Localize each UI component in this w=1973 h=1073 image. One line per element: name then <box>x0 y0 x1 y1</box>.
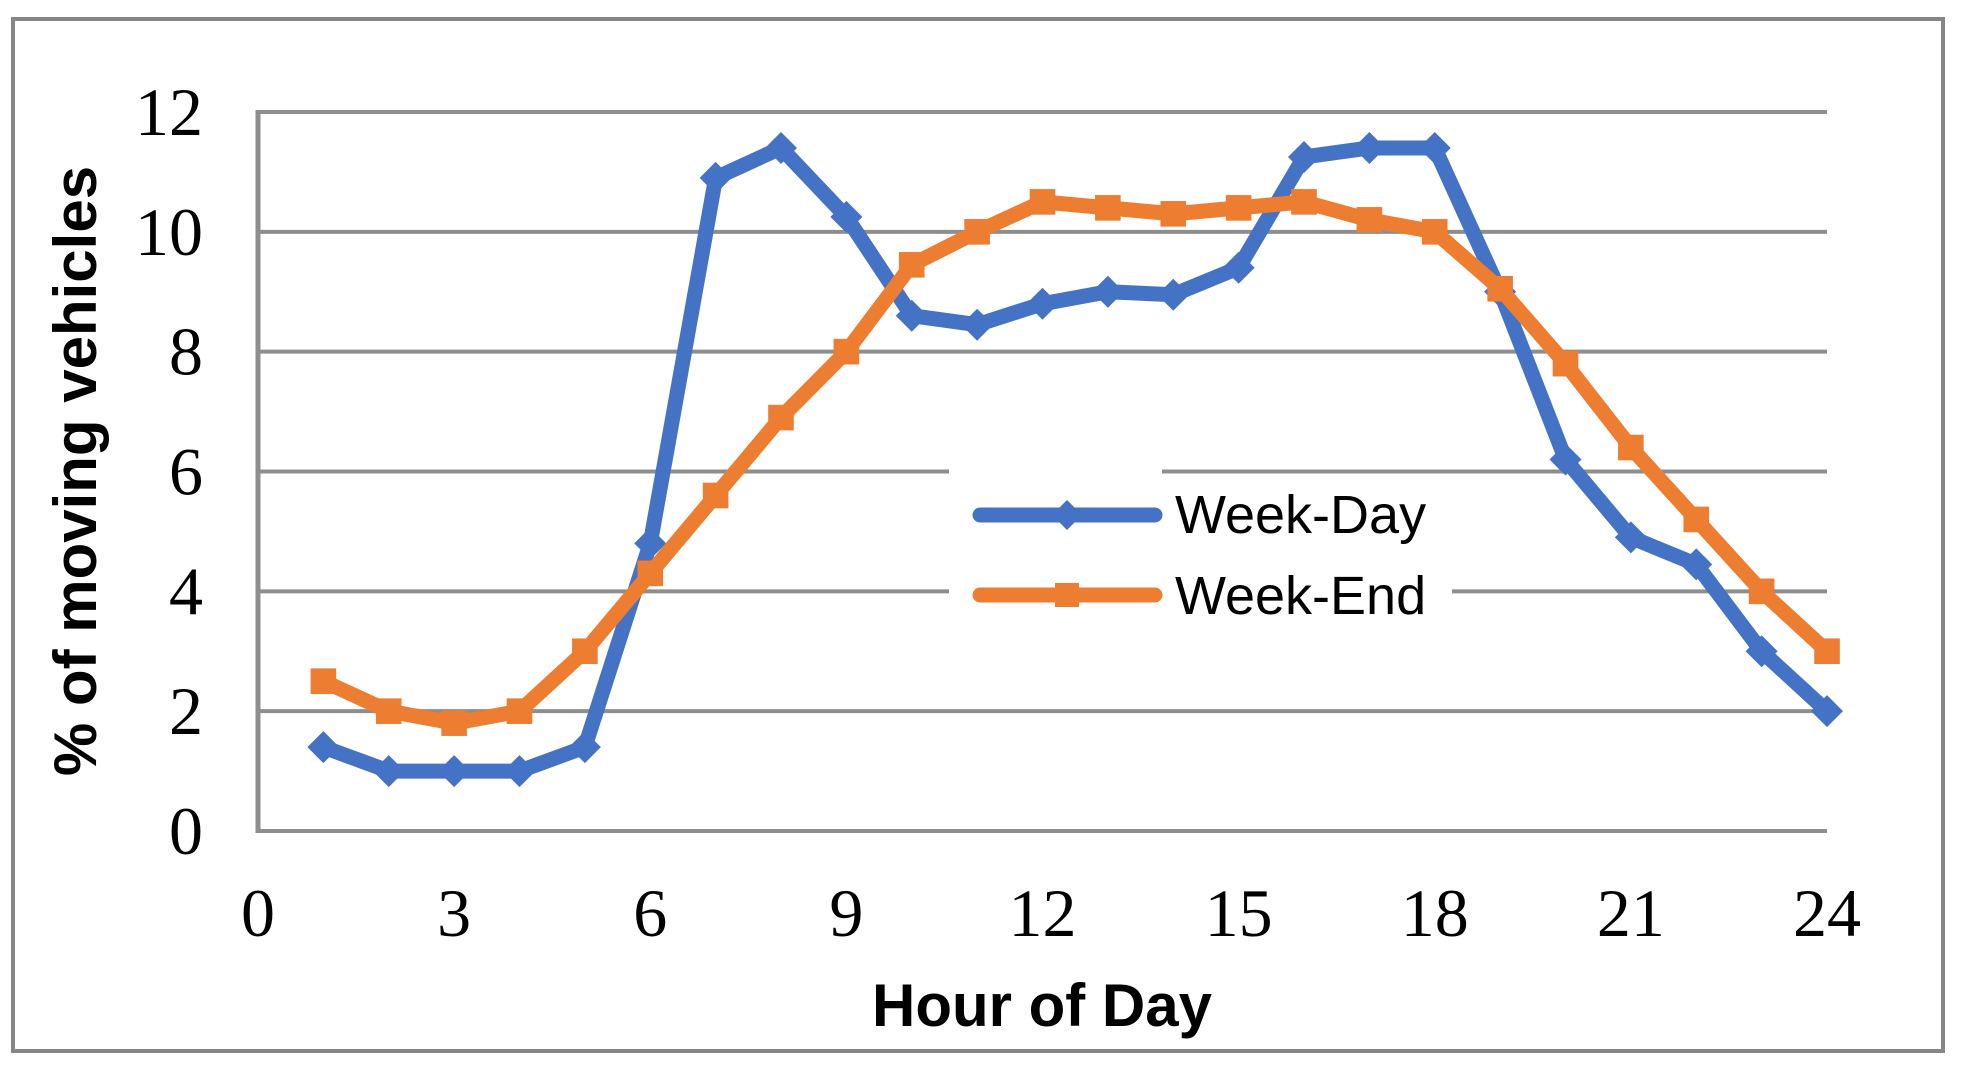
y-tick-label-8: 8 <box>169 314 203 390</box>
series-week-end <box>310 189 1840 736</box>
series-week-day <box>307 131 1843 788</box>
y-tick-label-2: 2 <box>169 673 203 749</box>
data-point-marker <box>310 668 337 695</box>
data-point-marker <box>1026 287 1059 320</box>
data-point-marker <box>1029 189 1056 215</box>
series-layer <box>307 131 1843 788</box>
data-point-marker <box>1160 201 1187 227</box>
data-point-marker <box>898 251 925 278</box>
x-tick-label-3: 3 <box>437 875 471 951</box>
legend-samples <box>972 500 1163 607</box>
data-point-marker <box>1157 278 1190 311</box>
y-tick-label-6: 6 <box>169 434 203 510</box>
x-tick-label-6: 6 <box>633 875 667 951</box>
data-point-marker <box>1614 521 1647 554</box>
y-tick-label-4: 4 <box>169 553 203 629</box>
data-point-marker <box>1618 434 1644 461</box>
data-point-marker <box>307 731 340 764</box>
legend: Week-Day Week-End <box>949 455 1452 645</box>
data-point-marker <box>438 755 471 788</box>
data-point-marker <box>1291 189 1317 215</box>
data-point-marker <box>1418 131 1451 164</box>
x-tick-label-15: 15 <box>1205 875 1273 951</box>
x-tick-label-9: 9 <box>829 875 863 951</box>
data-point-marker <box>1811 695 1843 728</box>
data-point-marker <box>1222 251 1255 284</box>
data-point-marker <box>503 755 536 788</box>
data-point-marker <box>961 308 994 341</box>
x-tick-label-18: 18 <box>1401 875 1469 951</box>
data-point-marker <box>1683 506 1710 533</box>
data-point-marker <box>1288 140 1320 173</box>
legend-background <box>1160 557 1452 637</box>
y-tick-label-10: 10 <box>135 194 203 270</box>
data-point-marker <box>568 731 601 764</box>
figure-border <box>11 17 1945 1053</box>
y-tick-label-0: 0 <box>169 793 203 869</box>
data-point-marker <box>1225 195 1252 221</box>
data-point-marker <box>1095 195 1121 221</box>
y-axis-title: % of moving vehicles <box>42 166 109 776</box>
data-point-marker <box>1814 638 1840 665</box>
x-tick-label-0: 0 <box>241 875 275 951</box>
data-point-marker <box>768 404 794 431</box>
legend-label-weekend: Week-End <box>1175 566 1426 626</box>
y-tick-label-12: 12 <box>135 74 203 150</box>
data-point-marker <box>830 200 863 233</box>
data-point-marker <box>964 219 990 245</box>
data-point-marker <box>1421 219 1448 245</box>
legend-background <box>949 455 1162 645</box>
data-point-marker <box>1549 443 1582 476</box>
x-tick-label-21: 21 <box>1597 875 1665 951</box>
legend-sample-marker-0 <box>1052 500 1082 530</box>
data-point-marker <box>1487 275 1513 302</box>
data-point-marker <box>372 755 405 788</box>
legend-label-weekday: Week-Day <box>1175 485 1426 545</box>
data-point-marker <box>895 299 928 332</box>
data-point-marker <box>441 710 467 736</box>
data-point-marker <box>1552 350 1579 377</box>
data-point-marker <box>375 698 402 724</box>
data-point-marker <box>1353 131 1386 164</box>
data-point-marker <box>765 131 797 164</box>
data-point-marker <box>634 527 667 560</box>
data-point-marker <box>1680 548 1713 581</box>
x-tick-label-12: 12 <box>1009 875 1077 951</box>
legend-sample-marker-1 <box>1055 583 1079 607</box>
data-point-marker <box>1745 635 1778 668</box>
data-point-marker <box>833 338 860 365</box>
data-point-marker <box>1356 207 1383 233</box>
data-point-marker <box>637 560 664 587</box>
data-point-marker <box>702 482 729 509</box>
data-point-marker <box>699 161 732 194</box>
x-axis-title: Hour of Day <box>872 972 1213 1039</box>
data-point-marker <box>1091 275 1124 308</box>
data-point-marker <box>572 638 598 665</box>
data-point-marker <box>506 698 533 724</box>
data-point-marker <box>1748 578 1775 605</box>
x-tick-label-24: 24 <box>1793 875 1861 951</box>
